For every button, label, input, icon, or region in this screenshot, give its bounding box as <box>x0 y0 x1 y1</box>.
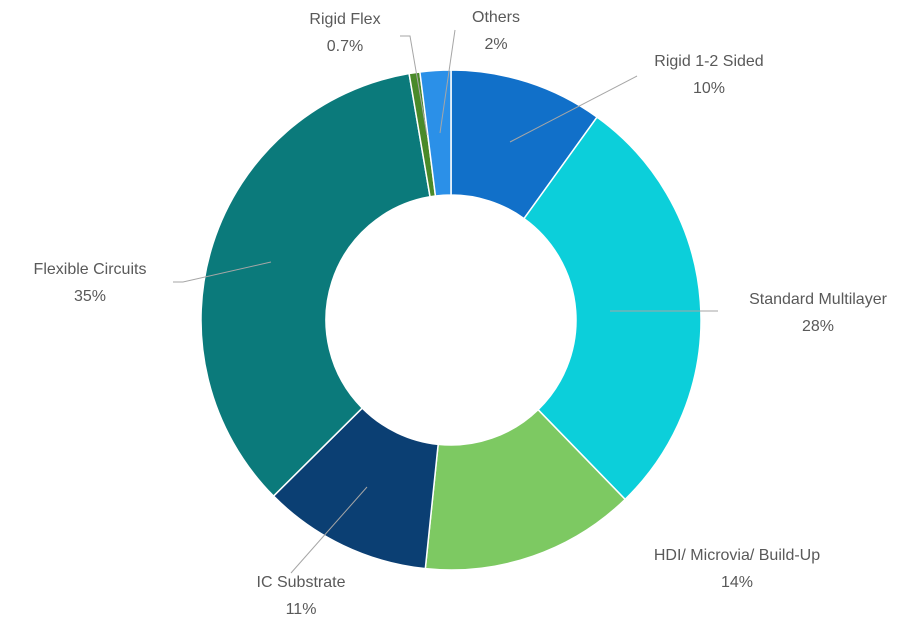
leader-line <box>290 486 368 574</box>
leader-line <box>509 75 638 143</box>
slice-label: Flexible Circuits <box>33 261 147 278</box>
slice-value-label: 0.7% <box>326 38 364 55</box>
leader-line <box>173 261 272 283</box>
slice-value-label: 35% <box>73 288 107 305</box>
slice-label: Rigid 1-2 Sided <box>654 53 764 70</box>
slice-label: IC Substrate <box>256 574 346 591</box>
slice-label: HDI/ Microvia/ Build-Up <box>653 547 821 564</box>
slice-value-label: 2% <box>484 36 508 53</box>
slice-value-label: 28% <box>801 318 835 335</box>
leader-line <box>400 35 428 136</box>
slice-value-label: 11% <box>285 601 317 618</box>
slice-label: Standard Multilayer <box>749 291 887 308</box>
donut-slice <box>522 116 702 501</box>
donut-slice <box>200 72 431 498</box>
donut-slice <box>424 408 627 571</box>
slice-label: Others <box>471 9 521 26</box>
slice-value-label: 14% <box>720 574 754 591</box>
leader-line <box>439 29 456 134</box>
donut-slice <box>419 69 452 197</box>
slice-value-label: 10% <box>692 80 726 97</box>
slice-label: Rigid Flex <box>309 11 381 28</box>
